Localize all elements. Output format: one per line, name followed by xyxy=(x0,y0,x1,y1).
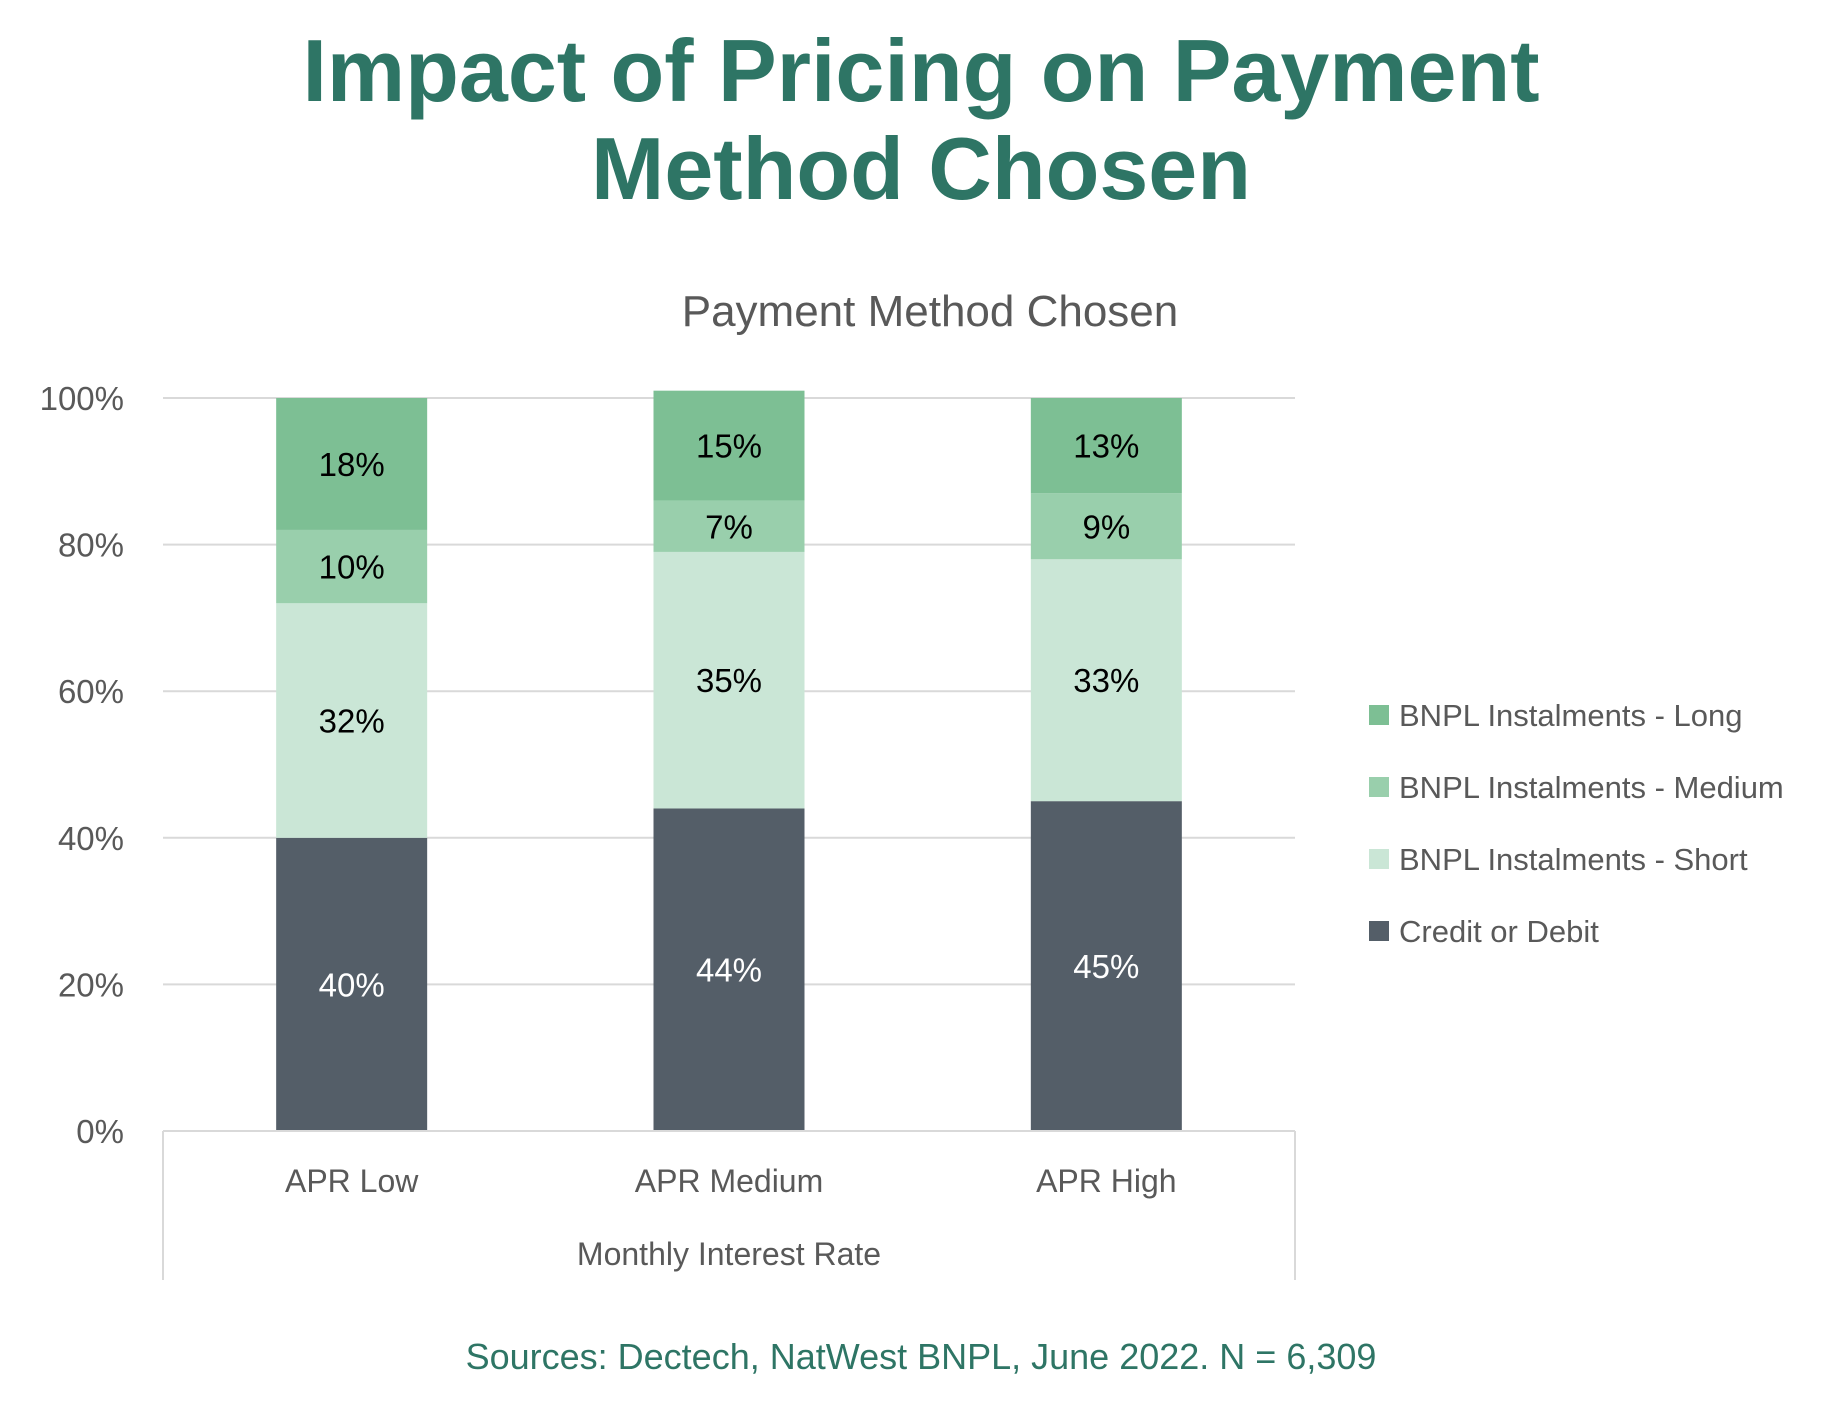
legend-label: BNPL Instalments - Medium xyxy=(1399,770,1784,805)
legend-swatch xyxy=(1369,849,1389,869)
page-title-line-1: Impact of Pricing on Payment xyxy=(302,21,1540,120)
y-tick-label: 20% xyxy=(58,966,124,1003)
legend-swatch xyxy=(1369,777,1389,797)
legend-label: BNPL Instalments - Short xyxy=(1399,842,1748,877)
bar-segment xyxy=(1030,398,1182,494)
data-label: 10% xyxy=(319,549,385,586)
data-label: 44% xyxy=(696,952,762,989)
bar-segment xyxy=(276,837,428,1131)
bar-segment xyxy=(653,808,805,1131)
bar-segment xyxy=(276,398,428,530)
data-label: 18% xyxy=(319,446,385,483)
bar-segment xyxy=(653,500,805,552)
data-label: 32% xyxy=(319,703,385,740)
data-label: 40% xyxy=(319,966,385,1003)
x-axis-title: Monthly Interest Rate xyxy=(577,1236,881,1272)
bar-segment xyxy=(653,390,805,501)
legend-label: BNPL Instalments - Long xyxy=(1399,698,1742,733)
legend-swatch xyxy=(1369,705,1389,725)
bar-segment xyxy=(653,551,805,809)
data-label: 15% xyxy=(696,428,762,465)
data-label: 7% xyxy=(705,508,753,545)
y-tick-label: 100% xyxy=(40,380,124,417)
bar-segment xyxy=(1030,801,1182,1131)
bar-segment xyxy=(1030,559,1182,802)
y-tick-label: 60% xyxy=(58,673,124,710)
legend-swatch xyxy=(1369,921,1389,941)
data-label: 45% xyxy=(1073,948,1139,985)
legend-label: Credit or Debit xyxy=(1399,914,1599,949)
bar-segment xyxy=(1030,493,1182,560)
bar-segment xyxy=(276,529,428,604)
chart-title: Payment Method Chosen xyxy=(682,287,1179,336)
bar-segment xyxy=(276,603,428,838)
data-label: 33% xyxy=(1073,662,1139,699)
data-label: 13% xyxy=(1073,428,1139,465)
x-tick-label: APR Medium xyxy=(635,1163,824,1199)
y-tick-label: 40% xyxy=(58,820,124,857)
x-tick-label: APR High xyxy=(1036,1163,1177,1199)
page-title: Impact of Pricing on Payment Method Chos… xyxy=(0,22,1842,218)
page-title-line-2: Method Chosen xyxy=(591,119,1251,218)
y-tick-label: 80% xyxy=(58,527,124,564)
data-label: 35% xyxy=(696,662,762,699)
sources-note: Sources: Dectech, NatWest BNPL, June 202… xyxy=(465,1336,1377,1377)
y-tick-label: 0% xyxy=(76,1113,124,1150)
x-tick-label: APR Low xyxy=(285,1163,419,1199)
data-label: 9% xyxy=(1082,508,1130,545)
